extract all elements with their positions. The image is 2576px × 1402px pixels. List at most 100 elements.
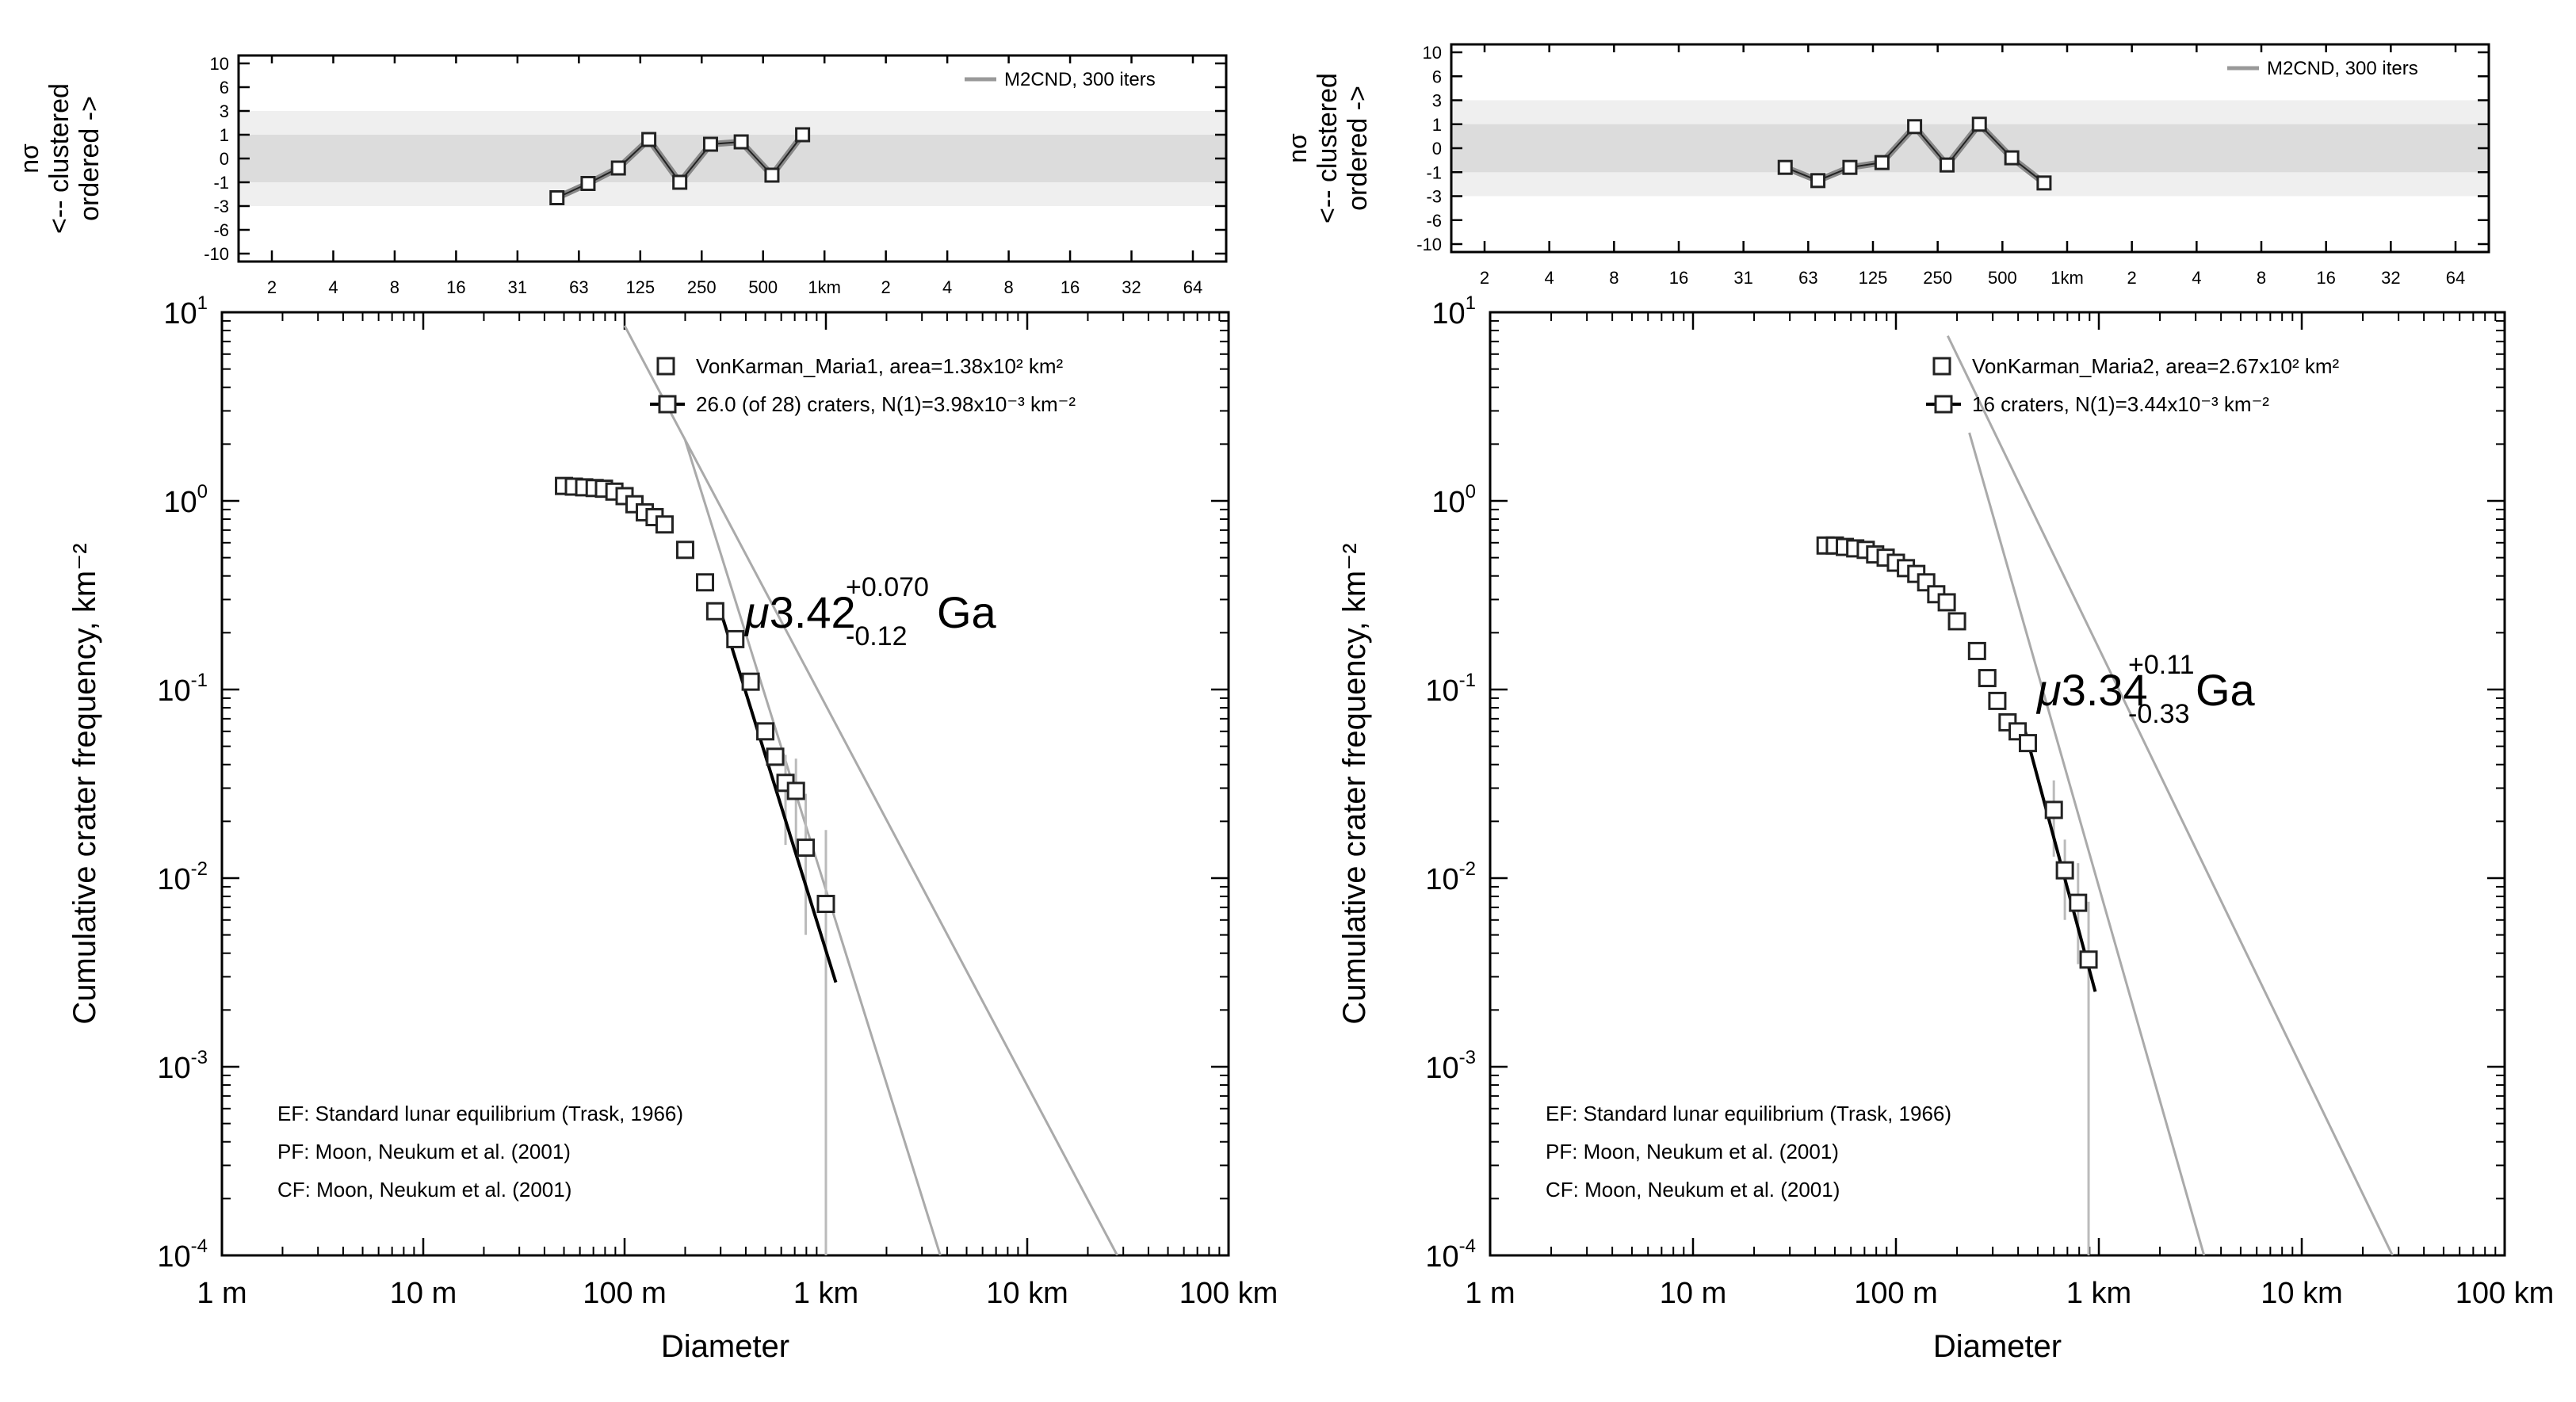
- age-prefix: μ: [743, 587, 770, 637]
- randomness-point: [764, 167, 780, 183]
- csfd-data-point: [675, 541, 694, 560]
- csfd-data-point: [741, 672, 760, 691]
- randomness-xtick-label: 64: [1183, 277, 1202, 297]
- csfd-ytick-mantissa: 10: [157, 863, 190, 896]
- randomness-xtick-label: 1km: [808, 277, 841, 297]
- randomness-xtick-label: 500: [1988, 268, 2017, 288]
- randomness-ytick-label: 10: [1423, 43, 1442, 63]
- randomness-ytick-label: -3: [1426, 187, 1442, 207]
- legend-area-label: VonKarman_Maria2, area=2.67x10² km²: [1972, 354, 2340, 378]
- randomness-xtick-label: 8: [2257, 268, 2266, 288]
- randomness-ytick-label: 3: [220, 101, 229, 121]
- csfd-ytick-label: 10-2: [1425, 858, 1476, 896]
- csfd-xtick-label: 100 km: [1179, 1277, 1278, 1310]
- randomness-point: [1971, 117, 1987, 132]
- randomness-ytick-label: 10: [210, 54, 229, 74]
- randomness-ytick-label: 6: [1432, 67, 1442, 86]
- randomness-point: [1810, 173, 1826, 189]
- csfd-ytick-exponent: -2: [1459, 858, 1476, 880]
- randomness-ylabel: nσ <-- clustered ordered ->: [1283, 73, 1373, 223]
- randomness-xtick-label: 64: [2446, 268, 2465, 288]
- randomness-ytick-label: -10: [204, 244, 229, 264]
- csfd-ylabel: Cumulative crater frequency, km⁻²: [1337, 543, 1372, 1024]
- randomness-point: [549, 190, 565, 205]
- randomness-point: [2036, 175, 2052, 191]
- csfd-data-point: [696, 573, 715, 592]
- randomness-ytick-label: -1: [1426, 162, 1442, 182]
- csfd-ytick-exponent: 1: [1466, 292, 1476, 314]
- csfd-plot-frame: [1489, 311, 2506, 1257]
- randomness-legend-label: M2CND, 300 iters: [2267, 58, 2418, 79]
- csfd-ytick-label: 10-1: [1425, 670, 1476, 708]
- age-unit: Ga: [937, 587, 997, 637]
- csfd-data-point: [705, 602, 724, 621]
- csfd-ytick-mantissa: 10: [157, 674, 190, 708]
- ef-equilibrium-line: [623, 325, 1118, 1255]
- randomness-xtick-label: 250: [687, 277, 717, 297]
- csfd-data-point: [756, 722, 775, 741]
- randomness-bands: [239, 111, 1226, 206]
- legend-area-marker: [656, 357, 675, 376]
- csfd-ytick-mantissa: 10: [1425, 863, 1458, 896]
- csfd-xlabel: Diameter: [661, 1329, 789, 1364]
- csfd-data-point: [2079, 950, 2098, 969]
- csfd-data-point: [1988, 691, 2007, 710]
- csfd-ytick-mantissa: 10: [1425, 1052, 1458, 1085]
- csfd-ytick-exponent: -1: [191, 670, 208, 691]
- csfd-data-point: [2044, 800, 2063, 819]
- randomness-xtick-label: 2: [881, 277, 891, 297]
- csfd-ytick-exponent: -4: [191, 1236, 208, 1257]
- randomness-point: [2004, 150, 2020, 166]
- randomness-xtick-label: 8: [1609, 268, 1619, 288]
- csfd-data-point: [786, 781, 805, 800]
- randomness-point: [1939, 157, 1955, 173]
- age-minus-error: -0.33: [2128, 699, 2190, 729]
- randomness-point: [795, 127, 811, 143]
- randomness-xtick-label: 4: [328, 277, 338, 297]
- randomness-ylabel-line: ordered ->: [75, 96, 105, 221]
- age-plus-error: +0.11: [2128, 650, 2195, 680]
- randomness-ylabel-line: nσ: [1283, 133, 1312, 163]
- randomness-xtick-label: 500: [748, 277, 778, 297]
- randomness-xtick-label: 125: [1859, 268, 1888, 288]
- randomness-ylabel-line: <-- clustered: [44, 83, 75, 234]
- randomness-xtick-label: 31: [508, 277, 527, 297]
- randomness-xtick-label: 63: [569, 277, 588, 297]
- legend-fit-label: 16 craters, N(1)=3.44x10⁻³ km⁻²: [1972, 392, 2269, 416]
- reference-note: EF: Standard lunar equilibrium (Trask, 1…: [1546, 1102, 1951, 1125]
- randomness-ylabel-line: nσ: [15, 143, 44, 174]
- csfd-xtick-label: 1 m: [197, 1277, 247, 1310]
- csfd-ytick-label: 10-4: [1425, 1236, 1476, 1274]
- randomness-xtick-label: 125: [625, 277, 655, 297]
- randomness-xtick-label: 32: [1122, 277, 1141, 297]
- csfd-ytick-exponent: 0: [1466, 481, 1476, 502]
- csfd-data-point: [766, 747, 785, 766]
- csfd-data-point: [1937, 593, 1956, 612]
- randomness-ytick-label: 6: [220, 78, 229, 97]
- randomness-point: [580, 176, 596, 191]
- csfd-ytick-exponent: -2: [191, 858, 208, 880]
- randomness-xtick-label: 1km: [2050, 268, 2084, 288]
- randomness-xtick-label: 16: [446, 277, 465, 297]
- csfd-xtick-label: 100 m: [583, 1277, 667, 1310]
- csfd-ytick-label: 10-1: [157, 670, 208, 708]
- csfd-ytick-label: 10-4: [157, 1236, 208, 1274]
- randomness-ytick-label: 3: [1432, 91, 1442, 111]
- randomness-xtick-label: 8: [390, 277, 399, 297]
- randomness-point: [1907, 119, 1923, 135]
- csfd-ytick-exponent: 0: [197, 481, 208, 502]
- csfd-ytick-label: 10-3: [1425, 1047, 1476, 1085]
- csfd-ytick-exponent: -3: [1459, 1047, 1476, 1068]
- csfd-ytick-exponent: 1: [197, 292, 208, 314]
- randomness-point: [641, 132, 657, 147]
- randomness-xtick-label: 2: [2127, 268, 2137, 288]
- randomness-xtick-label: 8: [1003, 277, 1013, 297]
- csfd-plot-area: [555, 325, 1118, 1255]
- csfd-ytick-label: 101: [1431, 292, 1476, 330]
- csfd-data-point: [655, 515, 674, 534]
- reference-note: CF: Moon, Neukum et al. (2001): [1546, 1178, 1840, 1201]
